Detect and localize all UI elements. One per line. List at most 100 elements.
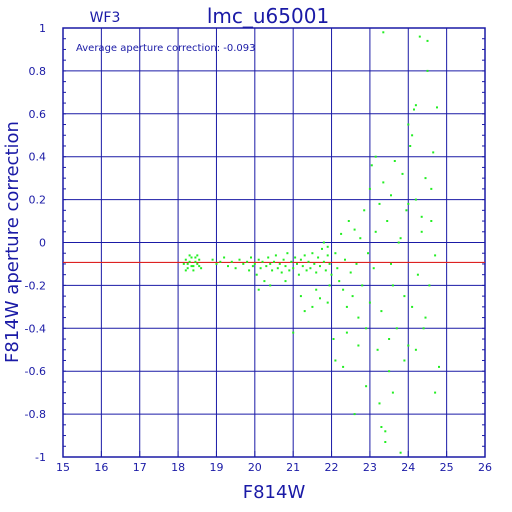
data-point	[368, 301, 371, 304]
data-point	[390, 194, 392, 197]
data-point	[436, 106, 438, 109]
data-point	[286, 252, 289, 255]
data-point	[227, 265, 229, 268]
y-tick-label: -1	[35, 451, 46, 464]
data-point	[361, 284, 364, 287]
data-point	[438, 365, 440, 368]
y-axis-label: F814W aperture correction	[2, 121, 23, 363]
data-point	[355, 262, 358, 265]
data-point	[257, 258, 260, 261]
data-point	[376, 348, 379, 351]
data-point	[351, 295, 354, 298]
data-point	[211, 258, 214, 261]
data-point	[395, 327, 398, 330]
data-point	[284, 265, 287, 268]
x-tick-label: 23	[363, 461, 377, 474]
x-axis-label: F814W	[243, 482, 306, 503]
data-point	[370, 164, 373, 167]
data-point	[186, 267, 189, 270]
data-point	[196, 262, 199, 265]
data-point	[426, 39, 429, 42]
x-tick-label: 26	[478, 461, 492, 474]
data-point	[276, 267, 279, 270]
x-tick-label: 16	[94, 461, 108, 474]
data-point	[255, 273, 258, 276]
data-point	[242, 262, 245, 265]
average-correction-annotation: Average aperture correction: -0.093	[76, 43, 256, 54]
data-point	[430, 187, 433, 190]
data-point	[184, 258, 187, 261]
x-tick-label: 25	[440, 461, 454, 474]
data-point	[278, 262, 281, 265]
data-point	[200, 267, 203, 270]
data-point	[416, 273, 419, 276]
data-point	[301, 265, 304, 268]
data-point	[259, 267, 262, 270]
data-point	[430, 220, 433, 222]
data-point	[198, 265, 201, 268]
data-point	[263, 280, 266, 283]
data-point	[315, 271, 318, 274]
data-point	[407, 123, 410, 126]
data-point	[380, 426, 383, 428]
data-point	[363, 209, 366, 212]
data-point	[382, 181, 385, 184]
data-point	[411, 305, 414, 308]
y-tick-label: -0.6	[25, 365, 46, 378]
data-point	[307, 260, 310, 263]
data-point	[269, 284, 272, 287]
data-point	[424, 316, 427, 319]
data-point	[420, 230, 423, 233]
data-point	[399, 451, 402, 454]
data-point	[357, 316, 360, 319]
data-point	[342, 365, 345, 368]
y-tick-label: -0.4	[25, 322, 46, 335]
data-point	[317, 256, 320, 259]
data-point	[311, 252, 314, 255]
data-point	[309, 267, 312, 270]
y-tick-label: 0.8	[29, 65, 47, 78]
data-point	[184, 269, 187, 272]
data-point	[280, 271, 283, 274]
data-point	[257, 288, 260, 291]
data-point	[434, 254, 437, 257]
data-point	[345, 305, 348, 308]
data-point	[190, 265, 193, 268]
data-point	[198, 258, 201, 261]
data-point	[388, 370, 391, 373]
data-point	[374, 230, 377, 233]
data-point	[297, 273, 300, 276]
data-point	[407, 344, 410, 347]
data-point	[420, 215, 423, 218]
data-point	[292, 267, 295, 270]
data-point	[353, 413, 356, 416]
data-point	[303, 254, 306, 257]
data-point	[238, 258, 241, 261]
x-tick-label: 22	[325, 461, 339, 474]
x-tick-label: 19	[209, 461, 223, 474]
x-tick-label: 21	[286, 461, 300, 474]
data-point	[273, 260, 275, 263]
data-point	[311, 305, 314, 308]
data-point	[299, 258, 302, 261]
chip-label: WF3	[90, 10, 121, 26]
data-point	[321, 247, 323, 250]
data-point	[403, 359, 406, 362]
data-point	[384, 430, 387, 433]
data-point	[434, 391, 437, 394]
data-point	[267, 256, 270, 259]
data-point	[182, 262, 185, 265]
data-point	[391, 284, 394, 287]
data-point	[344, 258, 346, 261]
x-tick-label: 20	[248, 461, 262, 474]
data-point	[399, 237, 402, 240]
data-point	[322, 260, 325, 263]
data-point	[347, 220, 350, 222]
data-point	[230, 260, 233, 263]
data-point	[186, 262, 189, 265]
data-point	[411, 134, 414, 137]
data-point	[269, 262, 272, 265]
data-point	[292, 331, 295, 334]
data-point	[393, 160, 396, 162]
data-point	[188, 254, 191, 257]
